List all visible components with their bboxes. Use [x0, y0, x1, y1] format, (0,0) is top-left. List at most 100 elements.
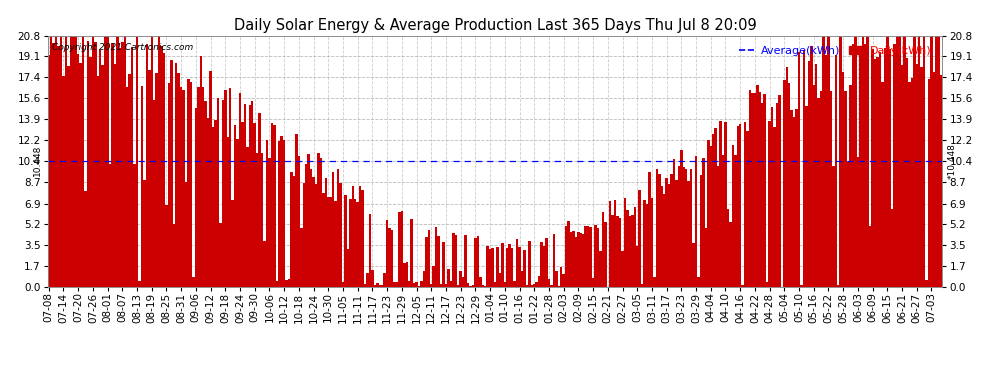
Bar	[531, 285, 533, 287]
Bar	[104, 36, 106, 287]
Bar	[746, 131, 748, 287]
Bar	[673, 159, 675, 287]
Bar	[543, 246, 545, 287]
Bar	[351, 186, 354, 287]
Bar	[846, 162, 849, 287]
Bar	[678, 166, 680, 287]
Bar	[285, 280, 288, 287]
Bar	[859, 46, 861, 287]
Bar	[574, 237, 577, 287]
Bar	[383, 273, 386, 287]
Bar	[308, 154, 310, 287]
Bar	[486, 246, 489, 287]
Bar	[695, 156, 697, 287]
Bar	[798, 52, 800, 287]
Bar	[751, 93, 753, 287]
Bar	[474, 238, 476, 287]
Bar	[443, 243, 445, 287]
Bar	[275, 281, 278, 287]
Bar	[263, 241, 265, 287]
Bar	[59, 36, 62, 287]
Bar	[452, 232, 454, 287]
Bar	[898, 36, 901, 287]
Bar	[430, 284, 433, 287]
Bar	[420, 281, 423, 287]
Bar	[354, 199, 356, 287]
Bar	[763, 94, 766, 287]
Bar	[756, 85, 758, 287]
Bar	[391, 230, 393, 287]
Bar	[109, 164, 111, 287]
Bar	[124, 36, 126, 287]
Bar	[700, 175, 702, 287]
Bar	[690, 169, 692, 287]
Bar	[584, 225, 587, 287]
Bar	[114, 64, 116, 287]
Bar	[139, 281, 141, 287]
Bar	[732, 145, 734, 287]
Bar	[768, 122, 771, 287]
Bar	[82, 36, 84, 287]
Bar	[906, 58, 908, 287]
Bar	[928, 79, 931, 287]
Bar	[126, 87, 129, 287]
Bar	[155, 73, 157, 287]
Bar	[838, 285, 840, 287]
Bar	[739, 124, 742, 287]
Bar	[119, 48, 121, 287]
Bar	[491, 248, 494, 287]
Bar	[388, 228, 391, 287]
Bar	[921, 67, 923, 287]
Bar	[650, 198, 653, 287]
Bar	[514, 281, 516, 287]
Title: Daily Solar Energy & Average Production Last 365 Days Thu Jul 8 20:09: Daily Solar Energy & Average Production …	[234, 18, 756, 33]
Bar	[815, 64, 818, 287]
Bar	[197, 87, 200, 287]
Bar	[52, 43, 54, 287]
Bar	[242, 122, 244, 287]
Bar	[280, 136, 283, 287]
Bar	[303, 183, 305, 287]
Bar	[371, 270, 373, 287]
Bar	[687, 181, 690, 287]
Bar	[50, 36, 52, 287]
Bar	[680, 150, 682, 287]
Bar	[538, 276, 541, 287]
Bar	[298, 156, 300, 287]
Bar	[856, 157, 859, 287]
Bar	[592, 278, 594, 287]
Bar	[889, 48, 891, 287]
Bar	[641, 284, 644, 287]
Bar	[521, 271, 523, 287]
Bar	[425, 237, 428, 287]
Bar	[604, 222, 607, 287]
Bar	[697, 277, 700, 287]
Bar	[685, 169, 687, 287]
Bar	[479, 278, 481, 287]
Bar	[842, 72, 844, 287]
Bar	[247, 147, 248, 287]
Bar	[808, 61, 810, 287]
Bar	[805, 106, 808, 287]
Bar	[327, 197, 330, 287]
Bar	[244, 104, 247, 287]
Bar	[148, 70, 150, 287]
Bar	[177, 72, 180, 287]
Bar	[879, 52, 881, 287]
Bar	[803, 50, 805, 287]
Bar	[631, 214, 634, 287]
Bar	[818, 98, 820, 287]
Bar	[785, 67, 788, 287]
Bar	[293, 176, 295, 287]
Bar	[577, 232, 579, 287]
Bar	[288, 279, 290, 287]
Bar	[519, 248, 521, 287]
Bar	[526, 285, 528, 287]
Bar	[668, 184, 670, 287]
Bar	[936, 36, 938, 287]
Bar	[121, 42, 124, 287]
Bar	[567, 222, 570, 287]
Bar	[97, 76, 99, 287]
Bar	[187, 78, 190, 287]
Bar	[403, 263, 406, 287]
